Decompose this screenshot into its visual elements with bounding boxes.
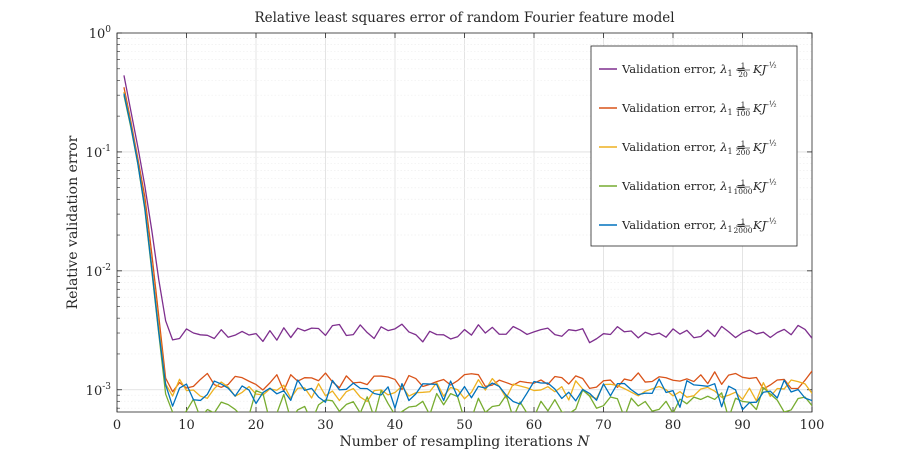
x-tick-label: 0 (113, 418, 121, 433)
legend: Validation error, λ1 = 120 KJ-½Validation… (590, 45, 798, 247)
series-layer (123, 75, 812, 412)
x-axis-title: Number of resampling iterations N (340, 434, 591, 450)
y-axis-title: Relative validation error (65, 135, 81, 309)
x-tick-label: 40 (387, 418, 404, 433)
legend-fraction-denominator: 100 (736, 109, 751, 118)
series-line-1000 (123, 95, 812, 412)
legend-entry-2000: Validation error, λ1 = (621, 218, 746, 234)
legend-fraction-numerator: 1 (741, 139, 746, 148)
series-line-200 (123, 91, 812, 403)
x-tick-label: 20 (248, 418, 265, 433)
series-line-100 (123, 87, 812, 393)
legend-fraction-denominator: 20 (738, 70, 748, 79)
x-tick-label: 10 (178, 418, 195, 433)
legend-fraction-denominator: 1000 (733, 187, 752, 196)
legend-fraction-numerator: 1 (741, 100, 746, 109)
x-tick-label: 80 (665, 418, 682, 433)
x-tick-label: 30 (317, 418, 334, 433)
legend-box (590, 45, 798, 247)
series-line-20 (123, 75, 812, 344)
legend-fraction-numerator: 1 (741, 217, 746, 226)
x-tick-label: 90 (734, 418, 751, 433)
x-tick-label: 100 (800, 418, 825, 433)
x-tick-label: 50 (456, 418, 473, 433)
legend-fraction-denominator: 2000 (733, 226, 752, 235)
chart-title: Relative least squares error of random F… (254, 10, 674, 26)
series-line-2000 (123, 93, 812, 411)
legend-fraction-denominator: 200 (736, 148, 751, 157)
legend-entry-1000: Validation error, λ1 = (621, 179, 746, 195)
x-tick-label: 60 (526, 418, 543, 433)
x-tick-label: 70 (595, 418, 612, 433)
legend-fraction-numerator: 1 (741, 178, 746, 187)
legend-entry-100: Validation error, λ1 = (621, 101, 746, 117)
legend-entry-200: Validation error, λ1 = (621, 140, 746, 156)
legend-entry-20: Validation error, λ1 = (621, 62, 746, 78)
legend-fraction-numerator: 1 (741, 61, 746, 70)
